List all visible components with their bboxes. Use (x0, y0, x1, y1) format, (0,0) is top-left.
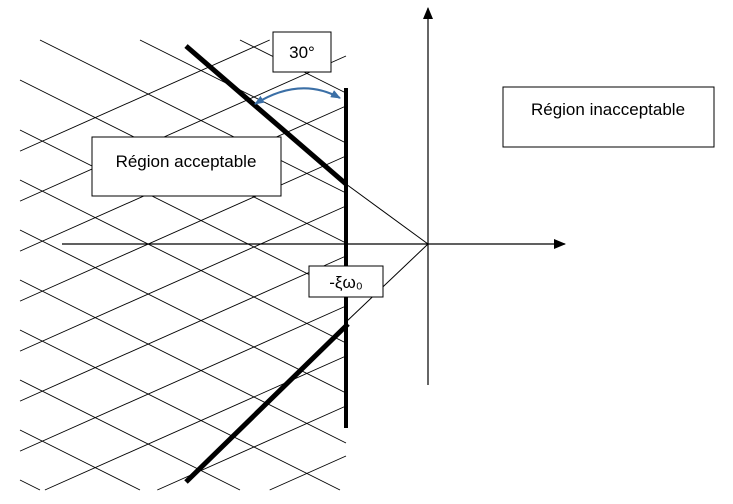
upper-damping-boundary (184, 44, 348, 186)
angle-label-box: 30° (272, 31, 332, 73)
acceptable-region-label: Région acceptable (116, 152, 257, 171)
hatch-line-a-5 (19, 255, 347, 402)
boundary-label-box: -ξω₀ (308, 265, 384, 298)
angle-arrow (254, 87, 341, 105)
hatch-line-b-7 (19, 279, 347, 444)
hatch-line-a-9 (269, 455, 347, 491)
hatch-line-b-10 (19, 429, 141, 491)
unacceptable-region-label: Région inacceptable (531, 100, 685, 119)
hatch-line-a-4 (19, 205, 347, 352)
acceptable-region-box: Région acceptable (91, 136, 282, 197)
upper-damping-ray (345, 183, 429, 245)
hatch-line-a-0 (19, 39, 270, 152)
hatch-line-b-4 (19, 129, 347, 294)
hatch-line-a-6 (19, 305, 347, 452)
unacceptable-region-box: Région inacceptable (502, 86, 715, 148)
hatch-line-b-6 (19, 229, 347, 394)
boundary-label: -ξω₀ (329, 273, 363, 292)
acceptable-region-hatching (19, 39, 347, 491)
hatch-line-a-1 (19, 55, 347, 202)
lower-damping-boundary (184, 322, 350, 484)
hatch-line-b-9 (19, 379, 241, 491)
hatch-line-b-11 (19, 479, 41, 491)
hatch-line-b-5 (19, 179, 347, 344)
hatch-line-a-3 (19, 155, 347, 302)
angle-label: 30° (289, 43, 315, 62)
hatch-line-b-2 (39, 39, 347, 194)
hatch-line-b-8 (19, 329, 341, 491)
lower-damping-ray (345, 243, 429, 323)
hatch-line-b-1 (139, 39, 347, 144)
